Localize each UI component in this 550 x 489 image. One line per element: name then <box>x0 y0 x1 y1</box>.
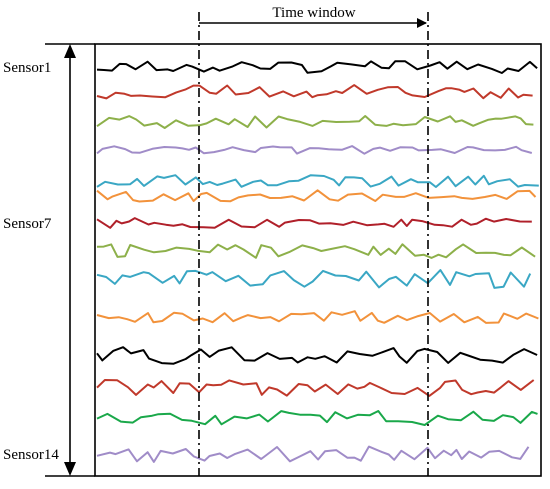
sensor-label-1: Sensor1 <box>3 60 51 76</box>
sensor-trace-1 <box>96 60 538 74</box>
sensor-trace-7 <box>96 217 532 229</box>
sensor-trace-3 <box>96 115 534 129</box>
sensor-trace-8 <box>96 243 536 259</box>
row-label-group: Sensor1 Sensor7 Sensor14 <box>3 60 59 463</box>
series-group <box>96 60 539 463</box>
sensor-axis-arrowhead-bottom <box>64 462 76 476</box>
sensor-trace-5 <box>96 174 539 188</box>
sensor-axis-arrowhead-top <box>64 44 76 58</box>
sensor-trace-6 <box>96 189 537 203</box>
time-window-label: Time window <box>272 5 355 21</box>
sensor-trace-4 <box>96 145 533 155</box>
sensor-trace-2 <box>96 84 533 100</box>
sensor-trace-10 <box>96 310 539 324</box>
plot-frame <box>94 43 542 477</box>
sensor-trace-14 <box>96 445 530 463</box>
sensor-label-7: Sensor7 <box>3 216 52 232</box>
sensor-trace-9 <box>96 269 532 289</box>
sensor-trace-11 <box>96 346 538 365</box>
sensor-trace-12 <box>96 379 535 397</box>
sensor-trace-13 <box>96 410 538 426</box>
sensor-label-14: Sensor14 <box>3 447 59 463</box>
